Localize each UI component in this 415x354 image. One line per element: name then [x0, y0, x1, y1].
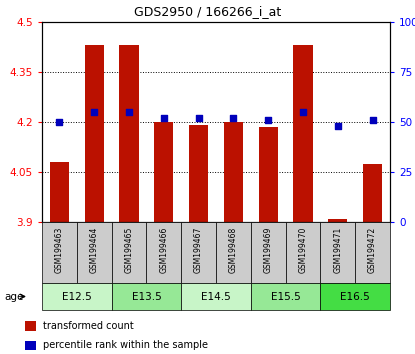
Bar: [154, 122, 173, 222]
Bar: [181, 283, 251, 310]
Bar: [363, 164, 382, 222]
Bar: [328, 219, 347, 222]
Bar: [293, 45, 312, 222]
Bar: [259, 127, 278, 222]
Text: GSM199465: GSM199465: [124, 226, 134, 273]
Bar: [189, 125, 208, 222]
Bar: [77, 222, 112, 283]
Bar: [181, 222, 216, 283]
Text: GSM199466: GSM199466: [159, 226, 168, 273]
Text: GSM199472: GSM199472: [368, 226, 377, 273]
Text: GSM199470: GSM199470: [298, 226, 308, 273]
Point: [369, 117, 376, 123]
Bar: [112, 222, 146, 283]
Text: E16.5: E16.5: [340, 291, 370, 302]
Point: [230, 115, 237, 121]
Bar: [286, 222, 320, 283]
Point: [161, 115, 167, 121]
Point: [334, 123, 341, 129]
Text: GSM199469: GSM199469: [264, 226, 273, 273]
Bar: [42, 222, 77, 283]
Bar: [216, 222, 251, 283]
Bar: [320, 283, 390, 310]
Text: age: age: [4, 291, 24, 302]
Point: [265, 117, 271, 123]
Bar: [251, 222, 286, 283]
Text: GSM199468: GSM199468: [229, 226, 238, 273]
Text: transformed count: transformed count: [43, 321, 134, 331]
Bar: [120, 45, 139, 222]
Point: [91, 109, 98, 115]
Text: E13.5: E13.5: [132, 291, 161, 302]
Text: GSM199464: GSM199464: [90, 226, 99, 273]
Point: [300, 109, 306, 115]
Bar: [85, 45, 104, 222]
Point: [56, 119, 63, 125]
Bar: [25, 341, 36, 350]
Text: GSM199471: GSM199471: [333, 226, 342, 273]
Text: GSM199467: GSM199467: [194, 226, 203, 273]
Bar: [355, 222, 390, 283]
Bar: [25, 321, 36, 331]
Bar: [112, 283, 181, 310]
Text: GDS2950 / 166266_i_at: GDS2950 / 166266_i_at: [134, 5, 281, 18]
Point: [195, 115, 202, 121]
Bar: [146, 222, 181, 283]
Bar: [320, 222, 355, 283]
Bar: [42, 283, 112, 310]
Text: percentile rank within the sample: percentile rank within the sample: [43, 341, 208, 350]
Text: E15.5: E15.5: [271, 291, 300, 302]
Text: E12.5: E12.5: [62, 291, 92, 302]
Point: [126, 109, 132, 115]
Bar: [50, 162, 69, 222]
Text: E14.5: E14.5: [201, 291, 231, 302]
Text: GSM199463: GSM199463: [55, 226, 64, 273]
Bar: [251, 283, 320, 310]
Bar: [224, 122, 243, 222]
